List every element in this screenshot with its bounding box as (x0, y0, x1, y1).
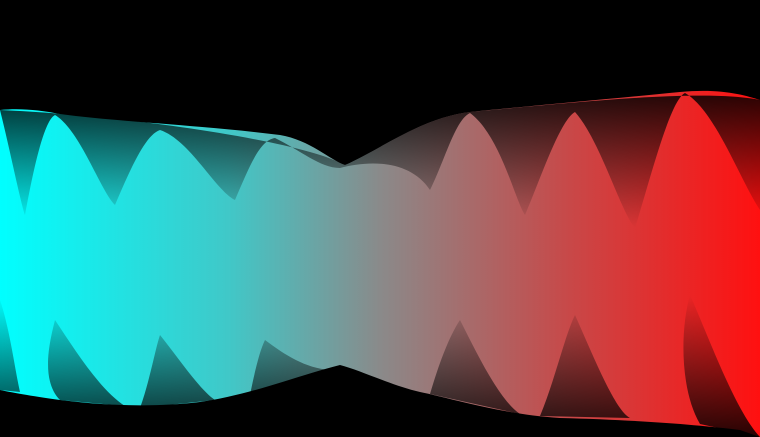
upper-fold-shadows (0, 93, 760, 228)
lower-fold-shadows (0, 295, 760, 437)
